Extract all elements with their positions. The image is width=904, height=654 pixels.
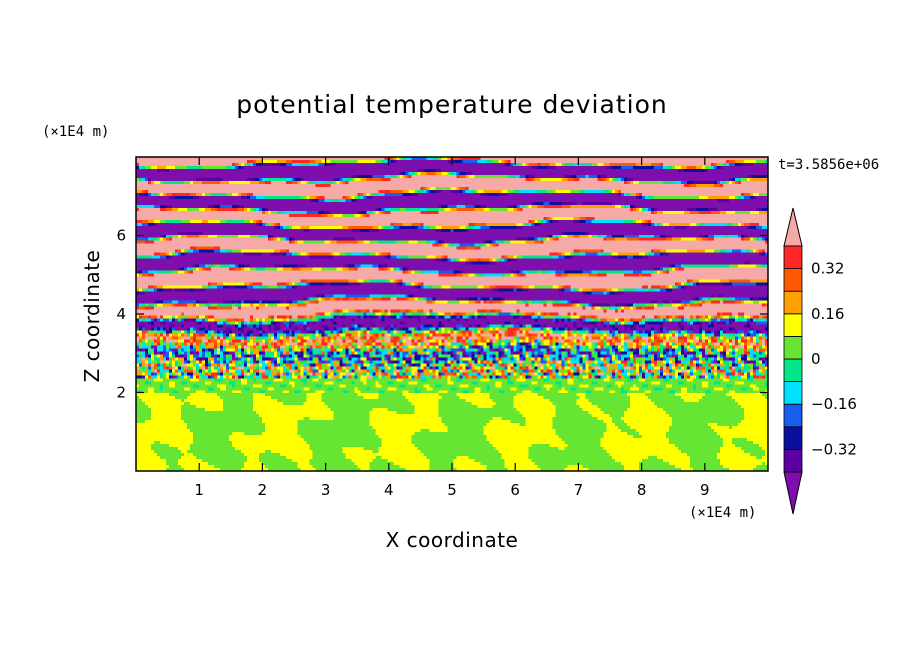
- plot-area: 1 2 3 4 5 6 7 8 9 2 4 6: [116, 156, 769, 499]
- colorbar-label: 0: [811, 350, 821, 368]
- colorbar-label: 0.16: [811, 305, 844, 323]
- x-tick-label: 4: [384, 481, 394, 499]
- y-axis-label: Z coordinate: [80, 250, 104, 383]
- chart-title: potential temperature deviation: [236, 90, 667, 119]
- x-tick-label: 6: [510, 481, 520, 499]
- y-axis-ticks: 2 4 6: [116, 227, 768, 402]
- x-tick-label: 1: [194, 481, 204, 499]
- x-tick-label: 5: [447, 481, 457, 499]
- colorbar-swatch: [783, 358, 803, 383]
- x-axis-ticks: 1 2 3 4 5 6 7 8 9: [194, 157, 710, 499]
- y-tick-label: 6: [116, 227, 126, 245]
- y-tick-label: 4: [116, 305, 126, 323]
- x-tick-label: 9: [700, 481, 710, 499]
- time-label: t=3.5856e+06: [778, 157, 879, 173]
- colorbar-swatch: [783, 268, 803, 292]
- y-unit-label: (×1E4 m): [42, 124, 109, 140]
- colorbar-over-triangle: [783, 207, 803, 247]
- colorbar-swatch: [783, 290, 803, 315]
- colorbar-swatch: [783, 426, 803, 450]
- x-tick-label: 7: [574, 481, 584, 499]
- x-tick-label: 3: [321, 481, 331, 499]
- contour-field: [136, 157, 768, 471]
- colorbar-swatch: [783, 313, 803, 337]
- colorbar: 0.32 0.16 0 −0.16 −0.32: [783, 207, 857, 515]
- x-axis-label: X coordinate: [386, 528, 519, 552]
- x-tick-label: 2: [258, 481, 268, 499]
- colorbar-swatch: [783, 245, 803, 270]
- colorbar-swatch: [783, 335, 803, 360]
- y-tick-label: 2: [116, 384, 126, 402]
- colorbar-label: −0.32: [811, 440, 857, 458]
- colorbar-swatch: [783, 381, 803, 405]
- colorbar-label: 0.32: [811, 260, 844, 278]
- colorbar-swatch: [783, 448, 803, 473]
- colorbar-swatch: [783, 403, 803, 428]
- contour-field-image: [136, 157, 768, 471]
- x-tick-label: 8: [637, 481, 647, 499]
- x-unit-label: (×1E4 m): [689, 505, 756, 521]
- colorbar-under-triangle: [783, 471, 803, 515]
- colorbar-label: −0.16: [811, 395, 857, 413]
